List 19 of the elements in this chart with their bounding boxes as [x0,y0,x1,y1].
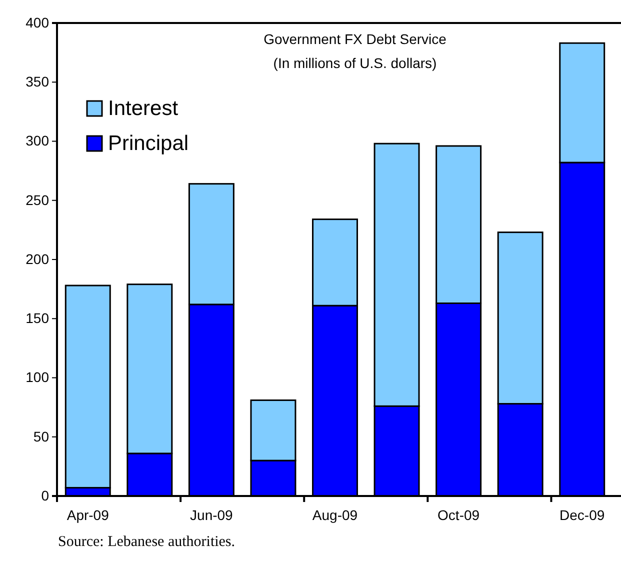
y-tick-label: 50 [33,428,50,444]
text: Government FX Debt Service [264,31,447,47]
y-tick-label: 400 [26,14,50,30]
y-tick-label: 350 [26,74,50,90]
x-tick-label: Jun-09 [190,507,234,523]
y-tick-label: 0 [41,487,50,504]
legend-label: Interest [108,97,178,120]
y-tick-label: 250 [26,192,50,208]
legend-label: Principal [108,132,189,155]
text: (In millions of U.S. dollars) [273,55,437,71]
y-tick-label: 100 [26,369,50,386]
y-tick-label: 300 [26,132,50,149]
x-tick-label: Apr-09 [66,507,110,523]
y-tick-label: 150 [26,310,50,326]
y-tick-label: 200 [26,250,50,267]
source-note: Source: Lebanese authorities. [58,534,236,550]
x-tick-label: Dec-09 [560,507,605,523]
x-tick-label: Aug-09 [312,507,358,523]
x-tick-label: Oct-09 [438,507,480,523]
